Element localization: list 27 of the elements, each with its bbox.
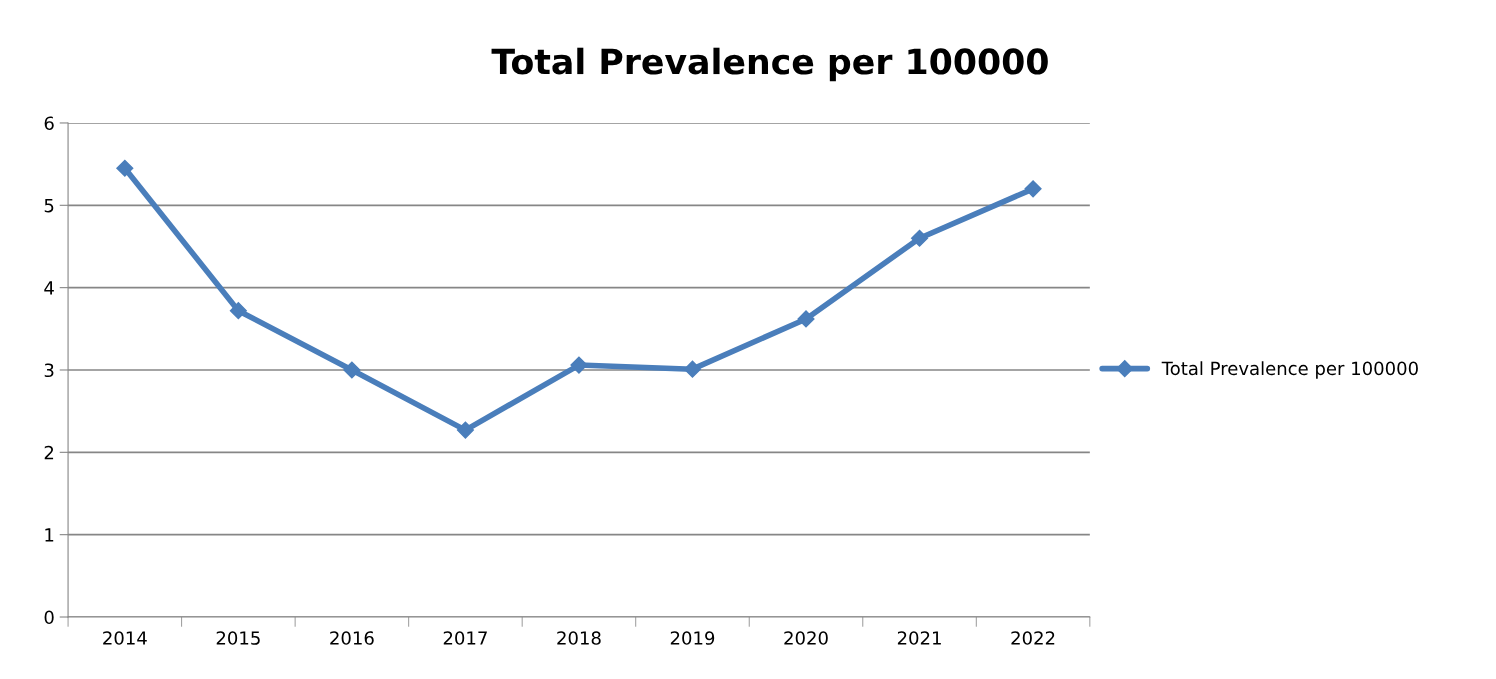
x-tick-label: 2018: [557, 631, 601, 645]
x-tick-label: 2015: [216, 631, 260, 645]
y-tick-label: 3: [44, 363, 54, 378]
point: [229, 302, 247, 320]
x-tick-label: 2020: [784, 631, 828, 645]
chart-title: Total Prevalence per 100000: [491, 47, 1048, 82]
x-tick-label: 2021: [897, 631, 941, 645]
y-tick-label: 6: [44, 116, 54, 131]
point: [910, 229, 929, 247]
x-tick-label: 2019: [670, 631, 715, 645]
point: [456, 421, 474, 439]
point: [797, 310, 815, 328]
y-tick-label: 0: [44, 610, 54, 625]
x-tick-label: 2017: [443, 631, 487, 645]
x-tick-label: 2014: [103, 631, 147, 645]
y-tick-label: 4: [44, 281, 54, 295]
point: [683, 360, 702, 378]
y-tick-label: 5: [44, 199, 54, 213]
y-tick-label: 2: [44, 445, 54, 460]
y-tick-label: 1: [45, 528, 54, 542]
point: [1024, 180, 1042, 198]
x-tick-label: 2022: [1011, 631, 1055, 645]
x-tick-label: 2016: [330, 631, 374, 645]
point: [570, 356, 588, 374]
point: [343, 361, 361, 379]
point: [116, 159, 134, 177]
legend-label: Total Prevalence per 100000: [1161, 361, 1418, 379]
